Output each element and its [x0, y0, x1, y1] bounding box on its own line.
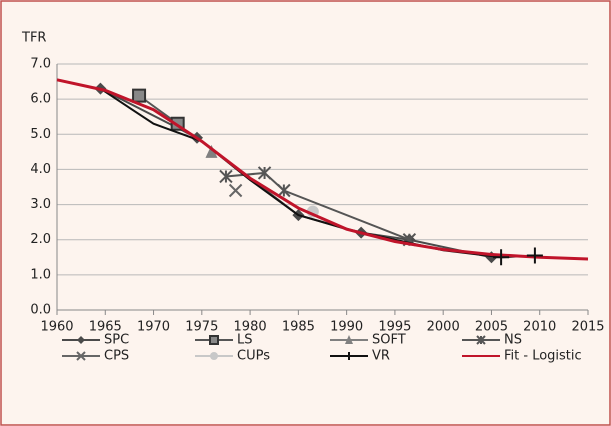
- marker: [210, 352, 218, 360]
- y-tick-label: 6.0: [30, 92, 51, 107]
- y-tick-label: 7.0: [30, 57, 51, 72]
- legend-label: SOFT: [372, 333, 406, 348]
- marker: [77, 336, 85, 344]
- series-line: [56, 78, 589, 261]
- marker: [209, 335, 219, 345]
- y-tick-label: 5.0: [30, 127, 51, 142]
- x-tick-label: 1965: [89, 320, 122, 335]
- legend-label: CPS: [104, 349, 129, 364]
- x-tick-label: 2015: [571, 320, 604, 335]
- y-tick-label: 3.0: [30, 197, 51, 212]
- marker: [345, 352, 353, 360]
- legend-label: NS: [504, 333, 522, 348]
- x-tick-label: 2000: [427, 320, 460, 335]
- y-tick-label: 4.0: [30, 162, 51, 177]
- marker: [493, 249, 510, 266]
- legend-label: LS: [237, 333, 253, 348]
- x-tick-label: 2010: [523, 320, 556, 335]
- marker: [277, 183, 291, 198]
- x-tick-label: 2005: [475, 320, 508, 335]
- x-tick-label: 1970: [137, 320, 170, 335]
- legend-label: VR: [372, 349, 390, 364]
- legend-label: Fit - Logistic: [504, 349, 582, 364]
- marker: [205, 144, 218, 158]
- marker: [526, 247, 543, 264]
- marker: [132, 88, 147, 103]
- legend-label: CUPs: [237, 349, 270, 364]
- x-tick-label: 1995: [378, 320, 411, 335]
- x-tick-label: 1990: [330, 320, 363, 335]
- marker: [476, 335, 486, 345]
- marker: [228, 183, 243, 198]
- y-tick-label: 1.0: [30, 267, 51, 282]
- x-tick-label: 1980: [234, 320, 267, 335]
- x-tick-label: 1985: [282, 320, 315, 335]
- x-tick-label: 1975: [185, 320, 218, 335]
- legend-label: SPC: [104, 333, 129, 348]
- y-tick-label: 2.0: [30, 232, 51, 247]
- y-tick-label: 0.0: [30, 303, 51, 318]
- marker: [76, 351, 86, 361]
- y-axis-label: TFR: [21, 31, 46, 46]
- x-tick-label: 1960: [40, 320, 73, 335]
- marker: [219, 169, 233, 184]
- marker: [345, 335, 353, 344]
- marker: [257, 166, 272, 180]
